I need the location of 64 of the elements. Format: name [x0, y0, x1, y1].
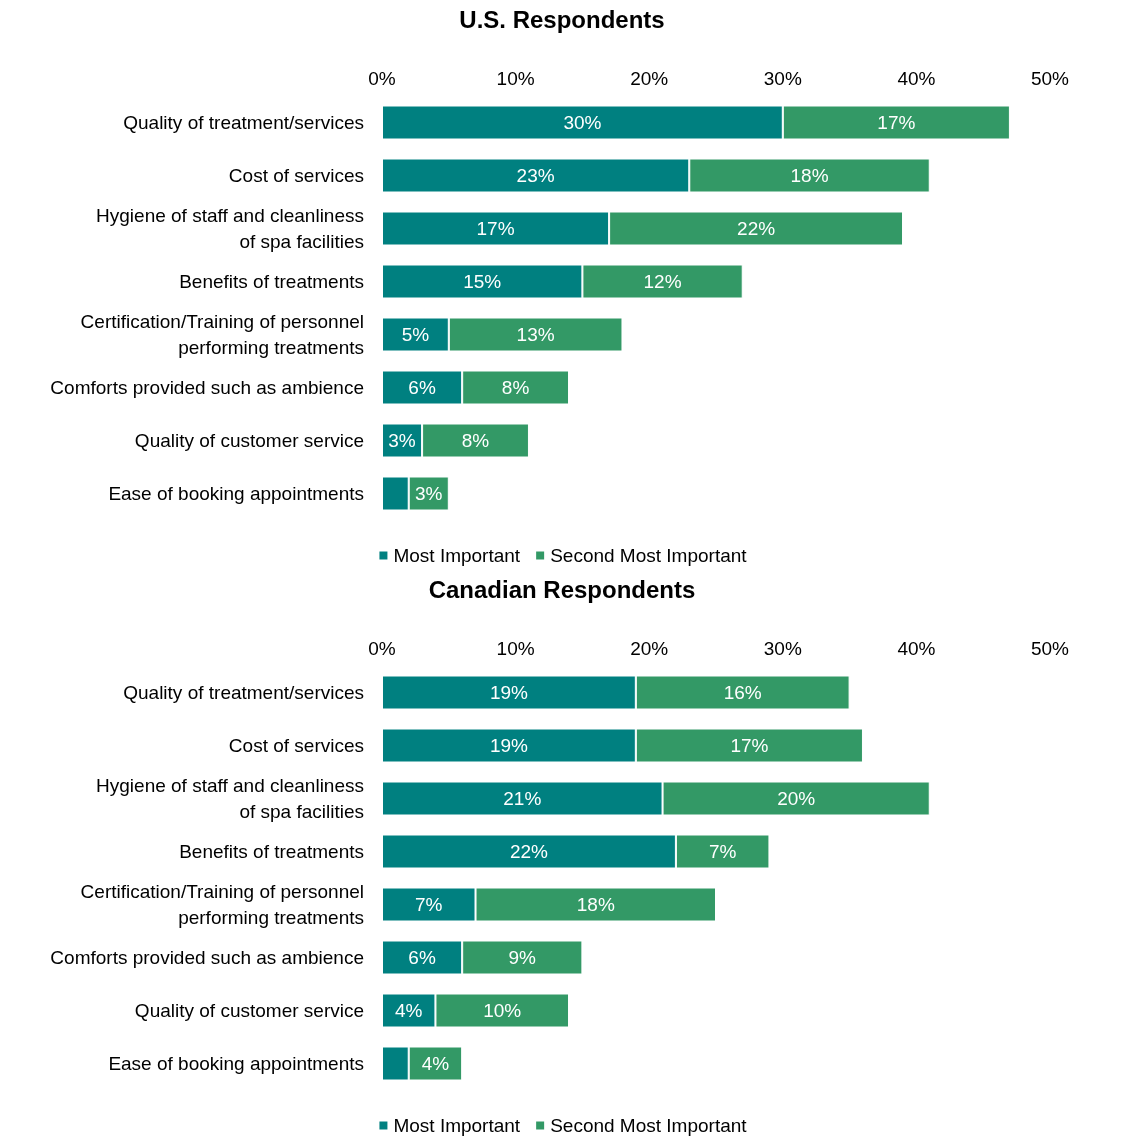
data-label: 4% [421, 1053, 450, 1074]
data-label: 17% [730, 735, 769, 756]
x-tick-label: 50% [1030, 638, 1070, 659]
x-tick-label: 0% [368, 68, 396, 89]
y-tick-label: Certification/Training of personnel performing treatments [80, 881, 364, 928]
data-label: 22% [737, 218, 776, 239]
data-label: 17% [877, 112, 916, 133]
data-label: 9% [508, 947, 537, 968]
data-label: 23% [516, 165, 555, 186]
data-label: 15% [463, 271, 502, 292]
data-label: 13% [516, 324, 555, 345]
y-tick-label: Quality of customer service [134, 1000, 364, 1021]
x-tick-label: 10% [496, 638, 535, 659]
x-tick-label: 0% [368, 638, 396, 659]
data-label: 20% [777, 788, 816, 809]
data-label: 6% [408, 947, 436, 968]
y-tick-label: Quality of customer service [134, 430, 364, 451]
y-tick-label: Ease of booking appointments [108, 1053, 364, 1074]
legend-label: Second Most Important [550, 1115, 748, 1136]
x-tick-label: 40% [897, 68, 936, 89]
data-label: 17% [476, 218, 515, 239]
y-tick-label: Comforts provided such as ambience [50, 377, 364, 398]
data-label: 5% [401, 324, 430, 345]
data-label: 22% [509, 841, 549, 862]
y-tick-label: Cost of services [228, 735, 364, 756]
x-tick-label: 20% [630, 638, 669, 659]
y-tick-label: Benefits of treatments [179, 841, 364, 862]
legend-label: Most Important [393, 545, 521, 566]
data-label: 18% [790, 165, 829, 186]
legend-label: Most Important [393, 1115, 521, 1136]
data-label: 3% [415, 483, 443, 504]
data-label: 30% [563, 112, 602, 133]
data-label: 12% [643, 271, 682, 292]
y-tick-label: Quality of treatment/services [123, 112, 364, 133]
x-tick-label: 10% [496, 68, 535, 89]
data-label: 18% [576, 894, 615, 915]
data-label: 19% [489, 735, 529, 756]
data-label: 8% [461, 430, 490, 451]
y-tick-label: Benefits of treatments [179, 271, 364, 292]
data-label: 4% [394, 1000, 423, 1021]
chart-title: Canadian Respondents [428, 575, 696, 603]
x-tick-label: 30% [763, 68, 802, 89]
legend-label: Second Most Important [550, 545, 748, 566]
y-tick-label: Hygiene of staff and cleanliness of spa facilities [96, 205, 364, 252]
chart-title: U.S. Respondents [459, 5, 665, 33]
data-label: 10% [483, 1000, 522, 1021]
data-label: 7% [708, 841, 737, 862]
x-tick-label: 40% [897, 638, 936, 659]
x-tick-label: 30% [763, 638, 802, 659]
y-tick-label: Comforts provided such as ambience [50, 947, 364, 968]
data-label: 16% [723, 682, 762, 703]
y-tick-label: Hygiene of staff and cleanliness of spa facilities [96, 775, 364, 822]
data-label: 3% [388, 430, 416, 451]
y-tick-label: Quality of treatment/services [123, 682, 364, 703]
x-tick-label: 20% [630, 68, 669, 89]
data-label: 7% [415, 894, 443, 915]
data-label: 19% [489, 682, 529, 703]
data-label: 6% [408, 377, 436, 398]
data-label: 8% [501, 377, 530, 398]
y-tick-label: Ease of booking appointments [108, 483, 364, 504]
y-tick-label: Certification/Training of personnel performing treatments [80, 311, 364, 358]
y-tick-label: Cost of services [228, 165, 364, 186]
x-tick-label: 50% [1030, 68, 1070, 89]
data-label: 21% [503, 788, 542, 809]
